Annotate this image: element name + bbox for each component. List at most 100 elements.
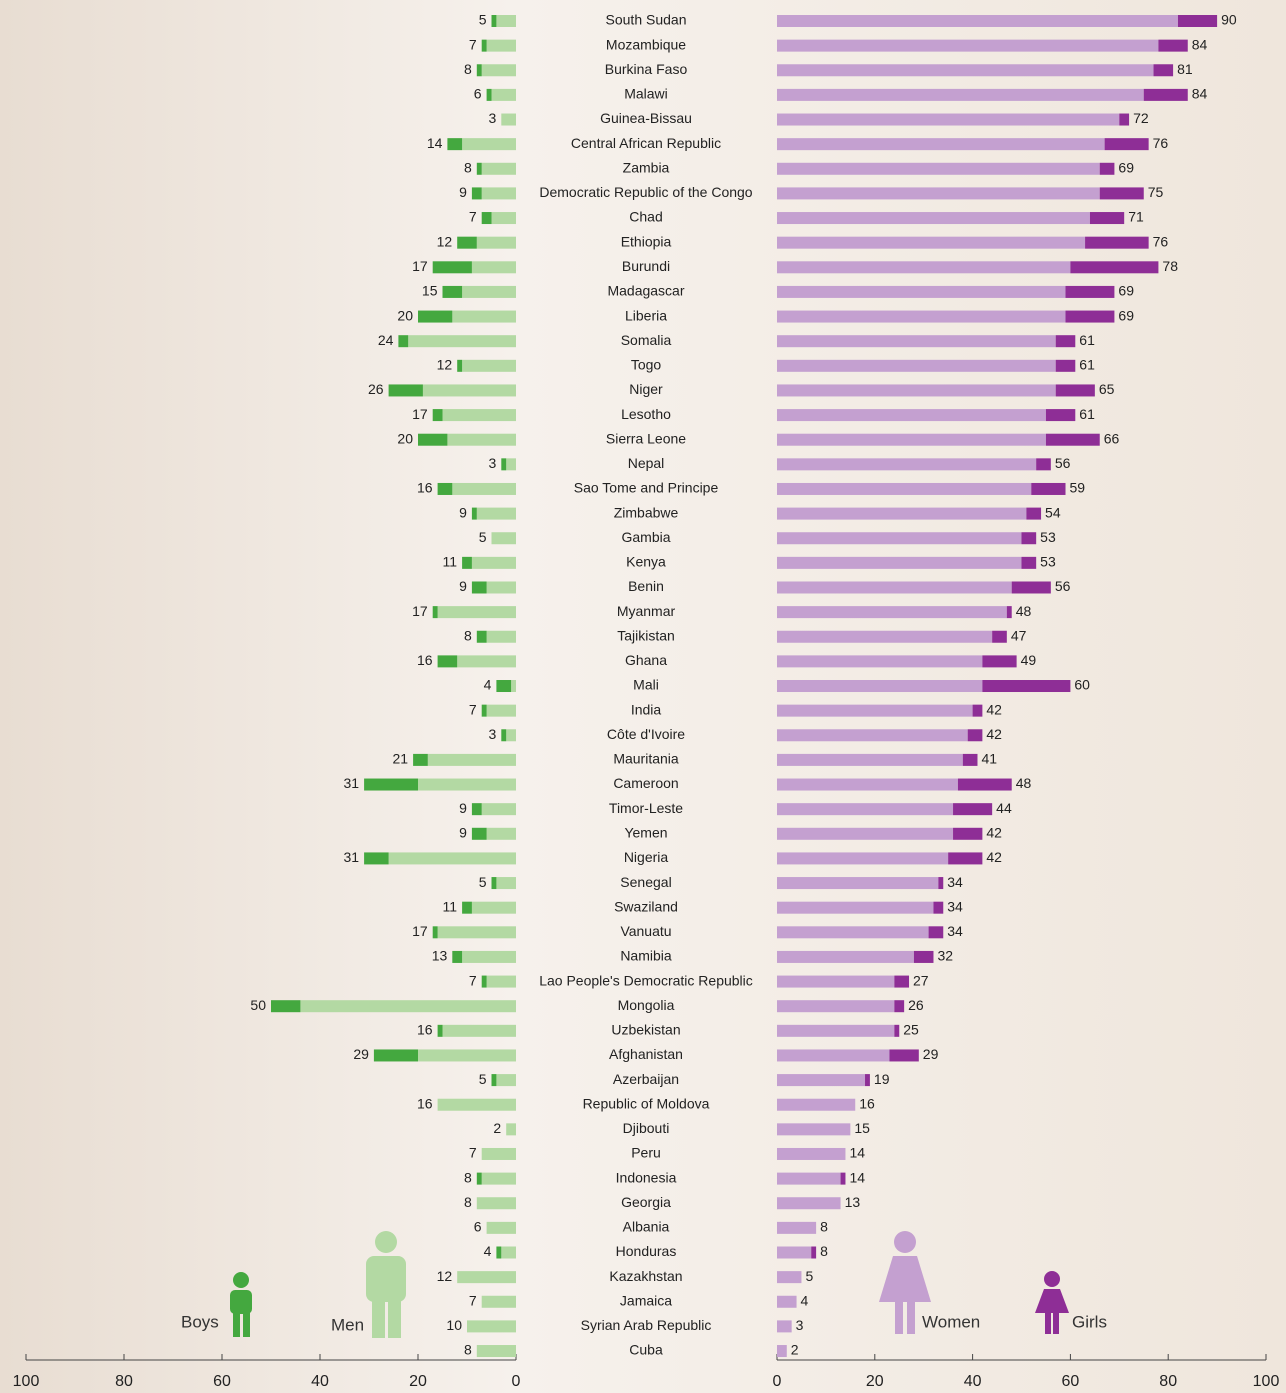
total-label: 3 bbox=[489, 726, 497, 742]
total-label: 8 bbox=[464, 1342, 472, 1358]
total-label: 16 bbox=[417, 1095, 433, 1111]
bar-segment bbox=[777, 753, 963, 766]
category-label: Democratic Republic of the Congo bbox=[539, 184, 752, 200]
category-label: Honduras bbox=[616, 1243, 677, 1259]
total-label: 65 bbox=[1099, 381, 1115, 397]
boys-icon bbox=[230, 1272, 252, 1337]
bar-segment bbox=[1055, 335, 1076, 348]
bar-segment bbox=[418, 1049, 516, 1062]
bar-segment bbox=[481, 704, 487, 717]
bar-segment bbox=[1089, 212, 1125, 225]
total-label: 7 bbox=[469, 701, 477, 717]
total-label: 16 bbox=[417, 652, 433, 668]
bar-segment bbox=[481, 975, 487, 988]
bar-segment bbox=[1021, 532, 1037, 545]
total-label: 84 bbox=[1192, 36, 1208, 52]
women-icon bbox=[879, 1231, 931, 1334]
total-label: 12 bbox=[437, 1268, 453, 1284]
bar-segment bbox=[496, 1246, 502, 1259]
bar-segment bbox=[476, 1172, 482, 1185]
bar-segment bbox=[486, 39, 516, 52]
bar-segment bbox=[1065, 310, 1115, 323]
bar-segment bbox=[1158, 39, 1188, 52]
bar-segment bbox=[777, 680, 983, 693]
category-label: Uzbekistan bbox=[611, 1022, 680, 1038]
bar-segment bbox=[957, 778, 1012, 791]
x-tick-label: 60 bbox=[1062, 1373, 1080, 1390]
bar-segment bbox=[496, 1074, 516, 1087]
bar-segment bbox=[1036, 458, 1051, 471]
total-label: 16 bbox=[859, 1095, 875, 1111]
total-label: 7 bbox=[469, 1292, 477, 1308]
bar-segment bbox=[476, 630, 487, 643]
total-label: 61 bbox=[1079, 357, 1095, 373]
total-label: 59 bbox=[1070, 480, 1086, 496]
bar-segment bbox=[777, 409, 1046, 422]
category-label: Tajikistan bbox=[617, 627, 675, 643]
bar-segment bbox=[437, 926, 516, 939]
bar-segment bbox=[486, 581, 516, 594]
total-label: 29 bbox=[353, 1046, 369, 1062]
total-label: 84 bbox=[1192, 86, 1208, 102]
bar-segment bbox=[777, 285, 1066, 298]
bar-segment bbox=[471, 803, 482, 816]
category-label: Liberia bbox=[625, 307, 667, 323]
category-label: Senegal bbox=[620, 874, 671, 890]
bar-segment bbox=[462, 556, 472, 569]
total-label: 50 bbox=[250, 997, 266, 1013]
total-label: 31 bbox=[344, 775, 360, 791]
total-label: 7 bbox=[469, 36, 477, 52]
bar-segment bbox=[437, 1024, 443, 1037]
total-label: 20 bbox=[397, 307, 413, 323]
total-label: 76 bbox=[1153, 135, 1169, 151]
total-label: 17 bbox=[412, 923, 428, 939]
bar-segment bbox=[432, 926, 438, 939]
bar-segment bbox=[432, 409, 443, 422]
bar-segment bbox=[491, 15, 497, 27]
total-label: 34 bbox=[947, 898, 963, 914]
total-label: 42 bbox=[986, 726, 1002, 742]
bar-segment bbox=[413, 753, 428, 766]
bar-segment bbox=[476, 162, 482, 175]
category-label: Syrian Arab Republic bbox=[581, 1317, 712, 1333]
bar-segment bbox=[481, 1295, 516, 1308]
bar-segment bbox=[933, 901, 944, 914]
bar-segment bbox=[1026, 507, 1042, 520]
bar-segment bbox=[476, 236, 516, 249]
bar-segment bbox=[777, 113, 1120, 126]
total-label: 17 bbox=[412, 603, 428, 619]
bar-segment bbox=[777, 310, 1066, 323]
total-label: 11 bbox=[443, 898, 458, 914]
total-label: 8 bbox=[464, 1194, 472, 1210]
x-tick-label: 80 bbox=[115, 1373, 133, 1390]
legend-label: Women bbox=[922, 1312, 980, 1331]
total-label: 14 bbox=[427, 135, 443, 151]
bar-segment bbox=[486, 630, 516, 643]
bar-segment bbox=[777, 15, 1178, 27]
bar-segment bbox=[467, 1320, 516, 1333]
total-label: 69 bbox=[1118, 159, 1134, 175]
category-label: Sierra Leone bbox=[606, 430, 686, 446]
total-label: 69 bbox=[1118, 307, 1134, 323]
total-label: 29 bbox=[923, 1046, 939, 1062]
category-label: Cameroon bbox=[613, 775, 678, 791]
total-label: 8 bbox=[820, 1243, 828, 1259]
bar-segment bbox=[432, 606, 438, 619]
bar-segment bbox=[471, 827, 487, 840]
x-tick-label: 20 bbox=[866, 1373, 884, 1390]
x-tick-label: 100 bbox=[13, 1373, 40, 1390]
bar-segment bbox=[373, 1049, 418, 1062]
bar-segment bbox=[1099, 162, 1115, 175]
total-label: 42 bbox=[986, 849, 1002, 865]
total-label: 53 bbox=[1040, 554, 1056, 570]
total-label: 15 bbox=[854, 1120, 870, 1136]
total-label: 10 bbox=[446, 1317, 462, 1333]
total-label: 3 bbox=[489, 110, 497, 126]
bar-segment bbox=[506, 458, 516, 471]
total-label: 17 bbox=[412, 406, 428, 422]
bar-segment bbox=[1177, 15, 1218, 27]
total-label: 78 bbox=[1162, 258, 1178, 274]
bar-segment bbox=[457, 359, 463, 372]
bar-segment bbox=[777, 507, 1027, 520]
